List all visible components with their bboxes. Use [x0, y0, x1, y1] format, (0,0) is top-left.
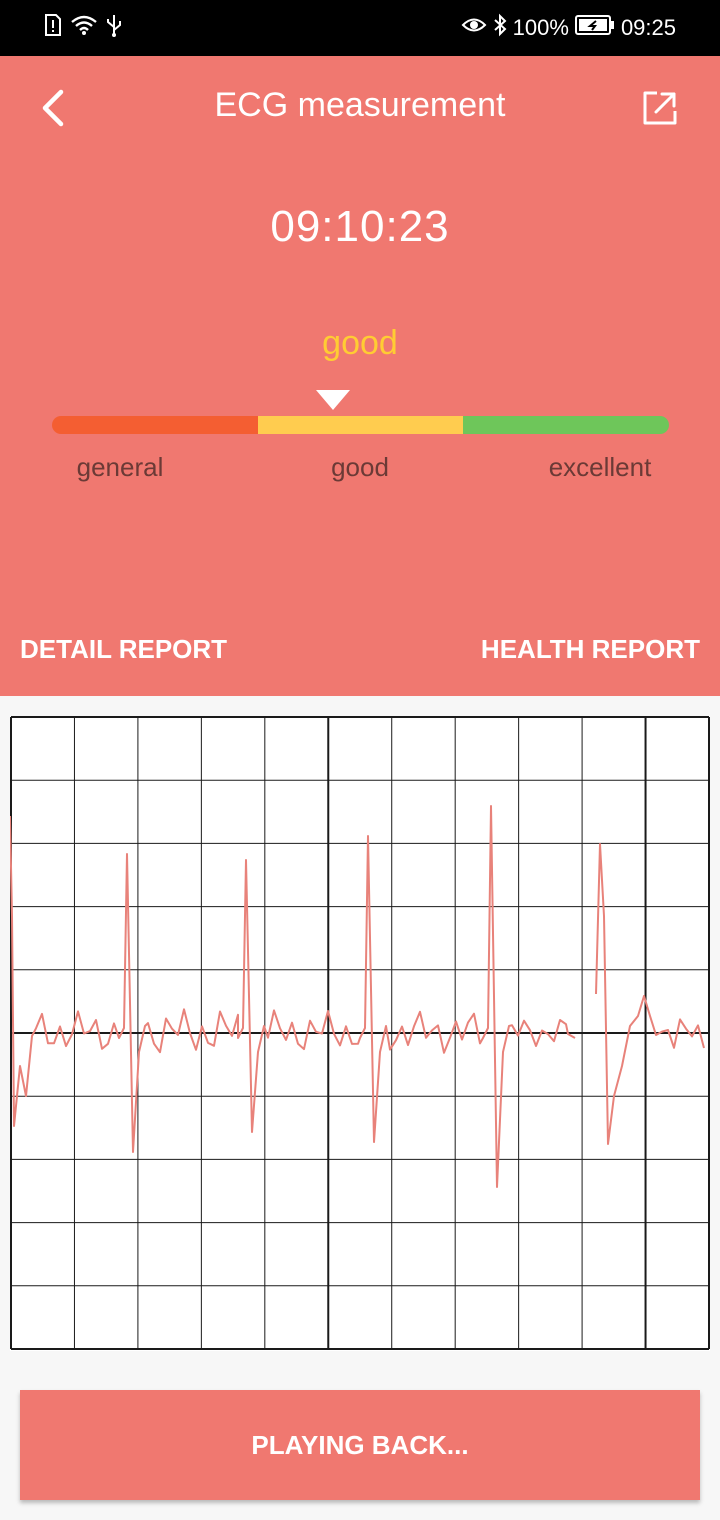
- rating-marker: [315, 390, 350, 410]
- status-left-icons: [44, 14, 122, 42]
- page-title: ECG measurement: [214, 86, 506, 124]
- scale-label-general: general: [76, 452, 164, 482]
- ecg-chart: [10, 716, 710, 1351]
- rating-label: good: [322, 324, 398, 362]
- share-button[interactable]: [636, 84, 684, 132]
- scale-label-excellent: excellent: [548, 452, 652, 482]
- ecg-trace: [10, 805, 705, 1188]
- battery-icon: [574, 14, 615, 42]
- ecg-grid: [10, 716, 710, 1350]
- wifi-icon: [70, 14, 98, 42]
- chevron-left-icon: [42, 89, 64, 127]
- sim-alert-icon: [44, 14, 62, 42]
- ecg-graph: [10, 716, 710, 1350]
- header-panel: ECG measurement 09:10:23 good general go…: [0, 56, 720, 696]
- scale-segment-good: [257, 416, 464, 434]
- battery-percent: 100%: [512, 15, 569, 40]
- rating-scale-bar: [52, 416, 669, 434]
- measurement-time: 09:10:23: [270, 202, 450, 251]
- bluetooth-icon: [493, 13, 507, 43]
- status-bar: 100% 09:25: [0, 0, 720, 56]
- usb-icon: [106, 13, 122, 43]
- playback-button[interactable]: PLAYING BACK...: [20, 1390, 700, 1500]
- detail-report-link[interactable]: DETAIL REPORT: [20, 634, 228, 664]
- scale-segment-general: [52, 416, 258, 434]
- eye-icon: [461, 15, 487, 41]
- back-button[interactable]: [28, 84, 76, 132]
- health-report-link[interactable]: HEALTH REPORT: [480, 634, 700, 664]
- status-time: 09:25: [620, 15, 676, 40]
- scale-segment-excellent: [463, 416, 669, 434]
- share-icon: [643, 91, 677, 125]
- status-right-icons: 100% 09:25: [461, 13, 676, 43]
- scale-label-good: good: [331, 452, 389, 482]
